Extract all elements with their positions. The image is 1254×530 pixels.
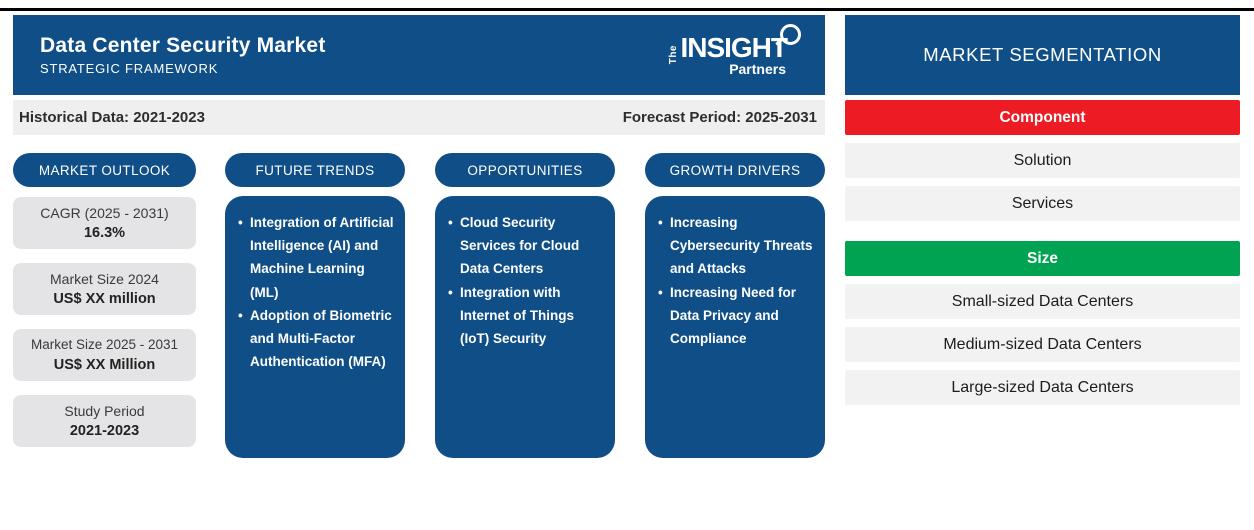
logo-the-text: The [668, 45, 680, 65]
opportunities-column: OPPORTUNITIES Cloud Security Services fo… [435, 153, 615, 458]
header-text-block: Data Center Security Market STRATEGIC FR… [40, 34, 326, 75]
insight-partners-logo: The INSIGHT Partners [668, 24, 801, 77]
stat-label: Market Size 2025 - 2031 [30, 337, 179, 353]
market-outlook-header: MARKET OUTLOOK [13, 153, 196, 187]
segment-category-size: Size [845, 241, 1240, 276]
list-item: Increasing Need for Data Privacy and Com… [658, 281, 815, 351]
segment-item-services: Services [845, 186, 1240, 221]
list-item: Integration with Internet of Things (IoT… [448, 281, 605, 351]
market-outlook-stats: CAGR (2025 - 2031) 16.3% Market Size 202… [13, 197, 196, 447]
page-title: Data Center Security Market [40, 34, 326, 58]
logo-insight-text: INSIGHT [680, 32, 788, 63]
future-trends-header: FUTURE TRENDS [225, 153, 405, 187]
list-item: Integration of Artificial Intelligence (… [238, 211, 395, 304]
future-trends-list: Integration of Artificial Intelligence (… [238, 211, 395, 374]
top-divider-line [0, 8, 1254, 11]
growth-drivers-column: GROWTH DRIVERS Increasing Cybersecurity … [645, 153, 825, 458]
stat-label: Study Period [64, 403, 145, 420]
segment-item-solution: Solution [845, 143, 1240, 178]
period-bar: Historical Data: 2021-2023 Forecast Peri… [13, 100, 825, 135]
stat-value: US$ XX million [53, 290, 156, 307]
segment-category-component: Component [845, 100, 1240, 135]
opportunities-list: Cloud Security Services for Cloud Data C… [448, 211, 605, 350]
growth-drivers-header: GROWTH DRIVERS [645, 153, 825, 187]
market-segmentation-title: MARKET SEGMENTATION [845, 15, 1240, 95]
historical-data-label: Historical Data: 2021-2023 [19, 109, 205, 126]
stat-label: Market Size 2024 [50, 271, 159, 288]
list-item: Adoption of Biometric and Multi-Factor A… [238, 304, 395, 374]
growth-drivers-box: Increasing Cybersecurity Threats and Att… [645, 196, 825, 458]
opportunities-header: OPPORTUNITIES [435, 153, 615, 187]
list-item: Increasing Cybersecurity Threats and Att… [658, 211, 815, 281]
list-item: Cloud Security Services for Cloud Data C… [448, 211, 605, 281]
future-trends-box: Integration of Artificial Intelligence (… [225, 196, 405, 458]
stat-market-size-forecast: Market Size 2025 - 2031 US$ XX Million [13, 329, 196, 381]
segment-group-spacer [845, 229, 1240, 241]
magnifier-icon [775, 24, 801, 46]
stat-market-size-2024: Market Size 2024 US$ XX million [13, 263, 196, 315]
segment-item-large-dc: Large-sized Data Centers [845, 370, 1240, 405]
logo-partners-text: Partners [729, 61, 786, 77]
opportunities-box: Cloud Security Services for Cloud Data C… [435, 196, 615, 458]
market-outlook-column: MARKET OUTLOOK CAGR (2025 - 2031) 16.3% … [13, 153, 196, 447]
segment-item-medium-dc: Medium-sized Data Centers [845, 327, 1240, 362]
market-segmentation-panel: MARKET SEGMENTATION Component Solution S… [845, 15, 1240, 413]
stat-value: US$ XX Million [53, 356, 156, 373]
logo-main-block: INSIGHT Partners [680, 24, 801, 77]
main-header: Data Center Security Market STRATEGIC FR… [13, 15, 825, 95]
stat-value: 16.3% [83, 224, 126, 241]
stat-label: CAGR (2025 - 2031) [40, 205, 169, 222]
stat-study-period: Study Period 2021-2023 [13, 395, 196, 447]
forecast-period-label: Forecast Period: 2025-2031 [622, 109, 817, 126]
growth-drivers-list: Increasing Cybersecurity Threats and Att… [658, 211, 815, 350]
future-trends-column: FUTURE TRENDS Integration of Artificial … [225, 153, 405, 458]
stat-cagr: CAGR (2025 - 2031) 16.3% [13, 197, 196, 249]
page-subtitle: STRATEGIC FRAMEWORK [40, 60, 219, 76]
stat-value: 2021-2023 [69, 422, 140, 439]
segment-item-small-dc: Small-sized Data Centers [845, 284, 1240, 319]
